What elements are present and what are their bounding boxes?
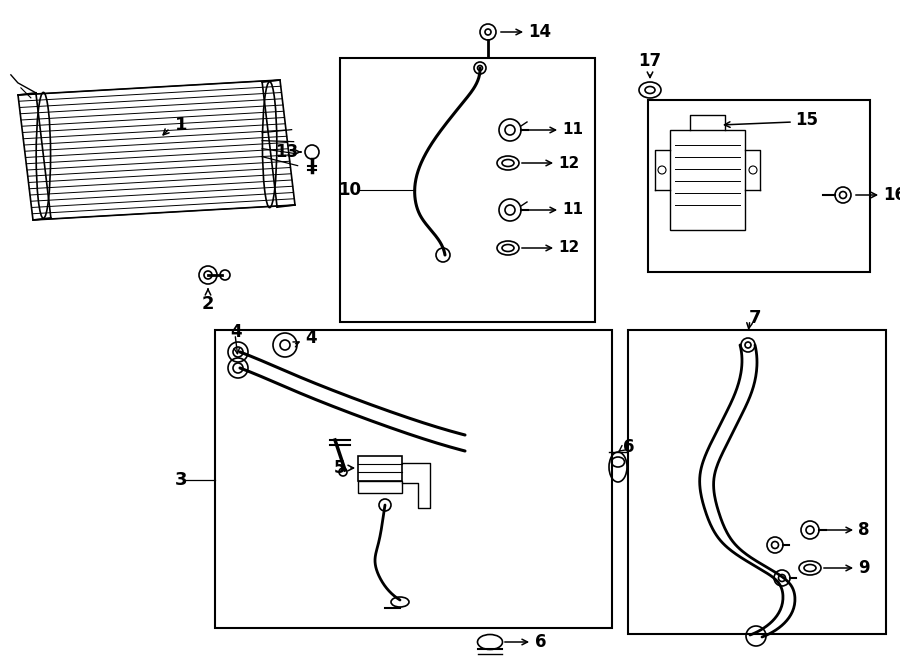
Bar xyxy=(628,330,886,634)
Text: 17: 17 xyxy=(638,52,662,70)
Text: 13: 13 xyxy=(274,143,298,161)
Text: 14: 14 xyxy=(528,23,551,41)
Text: 15: 15 xyxy=(795,111,818,129)
Text: 12: 12 xyxy=(558,240,580,256)
Text: 10: 10 xyxy=(338,181,361,199)
Text: 4: 4 xyxy=(305,329,317,347)
Text: 16: 16 xyxy=(883,186,900,204)
Text: 3: 3 xyxy=(175,471,187,489)
Bar xyxy=(215,330,612,628)
Bar xyxy=(358,456,402,481)
Text: 1: 1 xyxy=(175,116,187,134)
Text: 4: 4 xyxy=(230,323,241,341)
Text: 6: 6 xyxy=(623,438,634,456)
Text: 11: 11 xyxy=(562,203,583,218)
Text: 7: 7 xyxy=(749,309,761,327)
Text: 9: 9 xyxy=(858,559,869,577)
Bar xyxy=(340,58,595,322)
Text: 2: 2 xyxy=(202,295,214,313)
Bar xyxy=(358,481,402,493)
Text: 5: 5 xyxy=(334,459,345,477)
Bar xyxy=(648,100,870,272)
Text: 8: 8 xyxy=(858,521,869,539)
Text: 12: 12 xyxy=(558,156,580,171)
Text: 11: 11 xyxy=(562,122,583,138)
Text: 6: 6 xyxy=(535,633,546,651)
Bar xyxy=(670,130,745,230)
